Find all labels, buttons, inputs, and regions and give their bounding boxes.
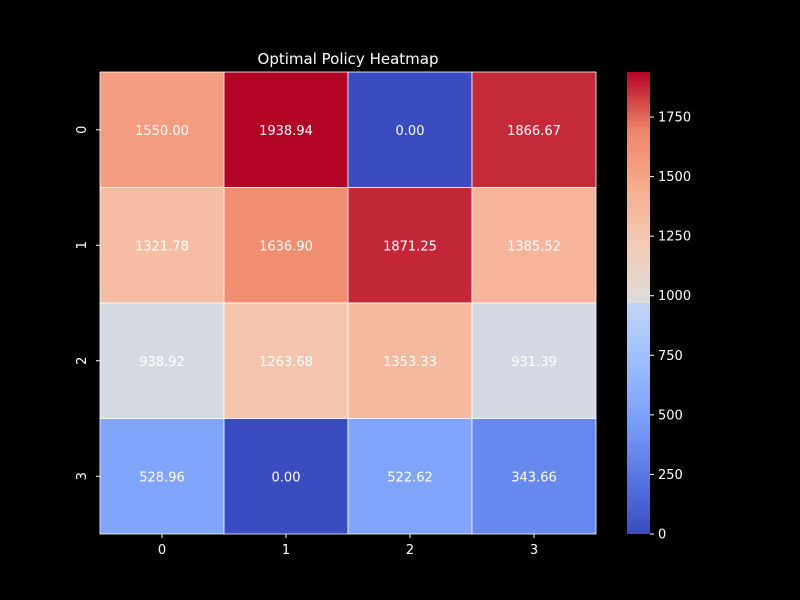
- cell-value-label: 522.62: [387, 470, 433, 485]
- cell-value-label: 1636.90: [259, 239, 313, 254]
- heatmap-cell: [223, 187, 349, 304]
- cell-value-label: 1385.52: [507, 239, 561, 254]
- cell-value-label: 0.00: [272, 470, 301, 485]
- y-axis: 0 1 2 3: [75, 126, 100, 480]
- heatmap-cell: [99, 187, 225, 304]
- cell-value-label: 1550.00: [135, 124, 189, 139]
- x-axis: 0 1 2 3: [158, 534, 538, 558]
- colorbar-tick-label: 250: [658, 468, 683, 483]
- colorbar-tick-label: 1000: [658, 289, 691, 304]
- y-tick-label: 1: [75, 241, 90, 249]
- x-tick-label: 0: [158, 543, 166, 558]
- heatmap-cell: [223, 418, 349, 535]
- cell-value-label: 343.66: [511, 470, 557, 485]
- heatmap-cell: [223, 302, 349, 419]
- y-tick-label: 2: [75, 357, 90, 365]
- cell-value-label: 1871.25: [383, 239, 437, 254]
- colorbar-tick-label: 1500: [658, 170, 691, 185]
- colorbar-tick-label: 750: [658, 349, 683, 364]
- cell-value-label: 931.39: [511, 355, 557, 370]
- cell-value-label: 938.92: [139, 355, 185, 370]
- heatmap-cell: [347, 418, 473, 535]
- cell-value-label: 1866.67: [507, 124, 561, 139]
- cell-value-label: 528.96: [139, 470, 185, 485]
- cell-value-label: 1938.94: [259, 124, 313, 139]
- x-tick-label: 1: [282, 543, 290, 558]
- heatmap-cell: [471, 187, 597, 304]
- heatmap-cell: [223, 71, 349, 188]
- cell-value-label: 1353.33: [383, 355, 437, 370]
- heatmap-cell: [471, 418, 597, 535]
- colorbar-tick-label: 500: [658, 408, 683, 423]
- heatmap-cells: 1550.00 1938.94 0.00 1866.67 1321.78 1636.90 1…: [99, 71, 597, 535]
- colorbar-tick-label: 1750: [658, 111, 691, 126]
- y-tick-label: 0: [75, 126, 90, 134]
- colorbar-gradient: [627, 72, 650, 534]
- x-tick-label: 3: [530, 543, 538, 558]
- cell-value-label: 0.00: [396, 124, 425, 139]
- colorbar-tick-label: 1250: [658, 230, 691, 245]
- chart-title: Optimal Policy Heatmap: [258, 50, 439, 68]
- colorbar-tick-label: 0: [658, 528, 666, 543]
- heatmap-cell: [471, 302, 597, 419]
- colorbar: 0 250 500 750 1000 1250 1500 1750: [627, 72, 691, 543]
- heatmap-cell: [347, 187, 473, 304]
- cell-value-label: 1321.78: [135, 239, 189, 254]
- heatmap-cell: [99, 71, 225, 188]
- cell-value-label: 1263.68: [259, 355, 313, 370]
- x-tick-label: 2: [406, 543, 414, 558]
- y-tick-label: 3: [75, 472, 90, 480]
- heatmap-cell: [347, 71, 473, 188]
- heatmap-cell: [471, 71, 597, 188]
- heatmap-cell: [99, 418, 225, 535]
